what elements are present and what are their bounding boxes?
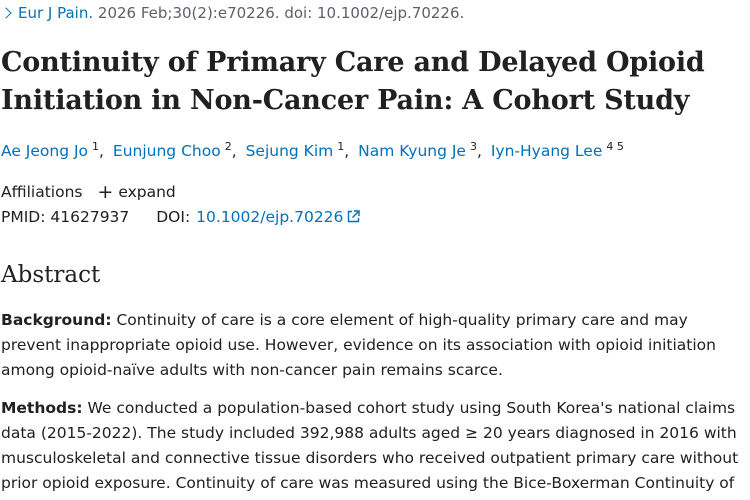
doi-link[interactable]: 10.1002/ejp.70226 [196, 208, 361, 226]
citation-line: Eur J Pain. 2026 Feb;30(2):e70226. doi: … [0, 4, 465, 22]
author-affiliation-ref[interactable]: 1 [92, 140, 100, 153]
methods-text: We conducted a population-based cohort s… [1, 399, 739, 500]
plus-icon[interactable]: + [97, 181, 114, 203]
author-link[interactable]: Iyn-Hyang Lee [490, 142, 603, 160]
doi-value[interactable]: 10.1002/ejp.70226 [196, 208, 344, 226]
article-title: Continuity of Primary Care and Delayed O… [1, 47, 705, 116]
background-text: Continuity of care is a core element of … [1, 311, 716, 379]
author-link[interactable]: Sejung Kim [245, 142, 334, 160]
abstract-background: Background: Continuity of care is a core… [1, 308, 743, 383]
citation-details: 2026 Feb;30(2):e70226. doi: 10.1002/ejp.… [97, 4, 465, 22]
author-link[interactable]: Eunjung Choo [112, 142, 221, 160]
author-affiliation-ref[interactable]: 3 [469, 140, 477, 153]
author-affiliation-ref[interactable]: 4 5 [606, 140, 624, 153]
doi-label: DOI: [156, 208, 191, 226]
identifiers-row: PMID: 41627937 DOI: 10.1002/ejp.70226 [1, 208, 361, 226]
chevron-right-icon[interactable] [0, 7, 12, 19]
author-affiliation-ref[interactable]: 1 [337, 140, 345, 153]
methods-label: Methods: [1, 399, 83, 417]
pmid-label: PMID: [1, 208, 46, 226]
expand-label[interactable]: expand [118, 183, 176, 201]
author-link[interactable]: Ae Jeong Jo [1, 142, 89, 160]
external-link-icon[interactable] [347, 210, 361, 223]
affiliations-label: Affiliations [1, 183, 83, 201]
abstract-methods: Methods: We conducted a population-based… [1, 396, 743, 500]
journal-link[interactable]: Eur J Pain. [18, 4, 94, 22]
affiliations-row: Affiliations + expand [1, 180, 176, 203]
pmid-value: 41627937 [50, 208, 130, 226]
background-label: Background: [1, 311, 112, 329]
author-list: Ae Jeong Jo 1, Eunjung Choo 2, Sejung Kim 1… [1, 140, 624, 160]
abstract-heading: Abstract [1, 262, 101, 288]
expand-affiliations-button[interactable]: + expand [97, 181, 176, 203]
author-link[interactable]: Nam Kyung Je [358, 142, 466, 160]
author-affiliation-ref[interactable]: 2 [224, 140, 232, 153]
